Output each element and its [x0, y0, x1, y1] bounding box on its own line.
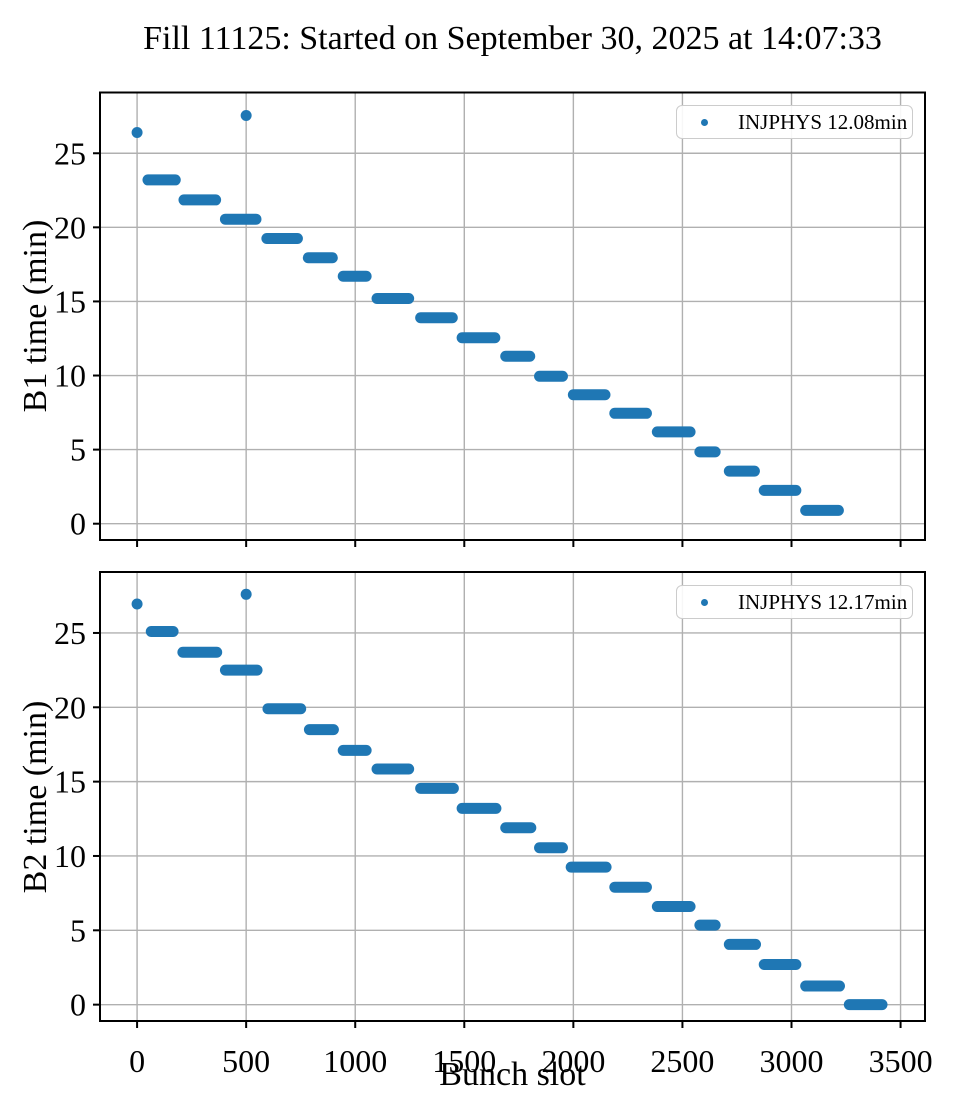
y-tick-label: 5 — [70, 432, 86, 468]
y-tick-label: 0 — [70, 506, 86, 542]
x-tick-label: 3500 — [869, 1043, 933, 1079]
y-tick-label: 20 — [54, 209, 86, 245]
y-axis-label-b1: B1 time (min) — [17, 219, 54, 413]
y-tick-label: 10 — [54, 838, 86, 874]
x-tick-label: 500 — [222, 1043, 270, 1079]
x-axis-label: Bunch slot — [439, 1056, 586, 1093]
y-tick-label: 15 — [54, 283, 86, 319]
x-tick-label: 3000 — [759, 1043, 823, 1079]
data-point — [240, 109, 252, 121]
data-point — [131, 598, 143, 610]
y-tick-label: 0 — [70, 987, 86, 1023]
x-tick-label: 1500 — [432, 1043, 496, 1079]
legend-marker-icon — [701, 118, 708, 126]
data-point — [131, 127, 143, 139]
y-tick-label: 25 — [54, 135, 86, 171]
data-point — [240, 588, 252, 600]
x-tick-label: 2500 — [650, 1043, 714, 1079]
legend-label-b1: INJPHYS 12.08min — [738, 109, 908, 134]
legend-b1: INJPHYS 12.08min — [676, 105, 913, 139]
y-axis-label-b2: B2 time (min) — [17, 700, 54, 894]
axes-frame — [99, 571, 926, 1022]
y-tick-label: 5 — [70, 912, 86, 948]
x-tick-label: 2000 — [541, 1043, 605, 1079]
y-tick-label: 10 — [54, 358, 86, 394]
x-tick-label: 0 — [129, 1043, 145, 1079]
figure-title: Fill 11125: Started on September 30, 202… — [143, 20, 882, 57]
legend-label-b2: INJPHYS 12.17min — [738, 589, 908, 614]
y-tick-label: 15 — [54, 764, 86, 800]
legend-marker-icon — [701, 598, 708, 606]
legend-b2: INJPHYS 12.17min — [676, 585, 913, 619]
y-tick-label: 25 — [54, 615, 86, 651]
y-tick-label: 20 — [54, 689, 86, 725]
x-tick-label: 1000 — [323, 1043, 387, 1079]
axes-frame — [99, 91, 926, 541]
